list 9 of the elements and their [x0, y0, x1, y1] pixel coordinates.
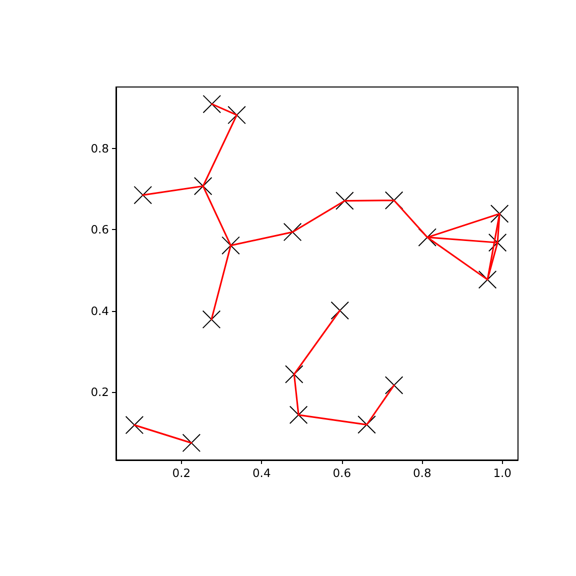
y-tick-label: 0.4	[90, 304, 109, 318]
x-tick-label: 1.0	[493, 466, 512, 480]
y-tick-label: 0.6	[90, 222, 109, 237]
y-tick-label: 0.2	[90, 385, 109, 400]
x-tick-label: 0.8	[412, 466, 432, 480]
x-tick-label: 0.4	[252, 466, 271, 480]
x-tick-label: 0.2	[172, 466, 191, 480]
x-tick-label: 0.6	[332, 466, 352, 480]
y-tick-label: 0.8	[90, 141, 109, 156]
